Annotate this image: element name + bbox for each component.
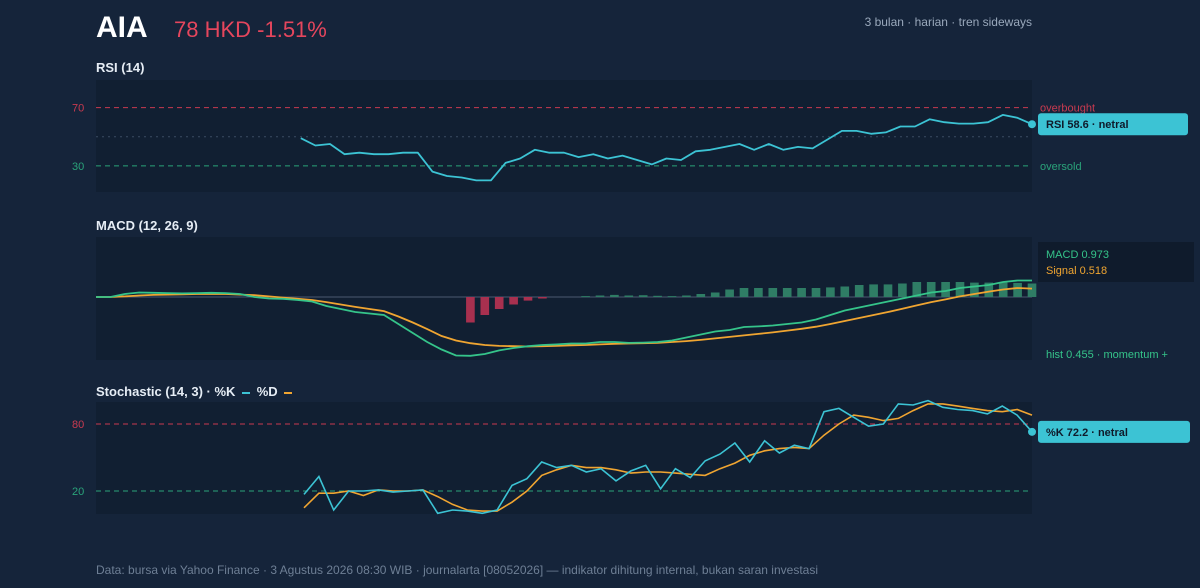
macd-hist-bar xyxy=(782,288,792,297)
macd-hist-bar xyxy=(984,282,994,297)
stoch-title-d: %D xyxy=(256,384,278,399)
macd-legend-signal: Signal 0.518 xyxy=(1046,265,1107,277)
stoch-title: Stochastic (14, 3) · %K %D xyxy=(96,384,295,399)
stoch-end-label: %K 72.2 · netral xyxy=(1046,427,1128,439)
macd-hist-bar xyxy=(926,282,936,297)
stoch-panel xyxy=(96,402,1032,514)
stoch-title-text: Stochastic (14, 3) · %K xyxy=(96,384,236,399)
stoch-k-line xyxy=(303,399,1033,515)
macd-hist-bar xyxy=(682,295,691,297)
rsi-panel xyxy=(96,80,1032,192)
macd-hist-bar xyxy=(710,292,720,297)
macd-hist-bar xyxy=(754,288,763,297)
rsi-end-label: RSI 58.6 · netral xyxy=(1046,119,1129,131)
macd-hist-bar xyxy=(509,297,518,305)
rsi-overbought-label: overbought xyxy=(1040,103,1095,115)
stoch-end-badge xyxy=(1038,420,1190,443)
macd-hist-bar xyxy=(1013,282,1022,297)
price-change: 78 HKD -1.51% xyxy=(174,17,327,42)
macd-hist-bar xyxy=(898,283,907,297)
macd-hist-bar xyxy=(638,295,648,297)
macd-hist-bar xyxy=(854,285,864,297)
stoch-k-swatch xyxy=(242,391,251,394)
chart-meta: 3 bulan · harian · tren sideways xyxy=(864,15,1032,29)
macd-legend-box xyxy=(1038,242,1194,282)
macd-hist-bar xyxy=(869,284,878,297)
rsi-end-badge xyxy=(1038,113,1188,136)
stoch-tick-80: 80 xyxy=(72,419,84,431)
macd-hist-bar xyxy=(653,295,662,297)
macd-legend-macd: MACD 0.973 xyxy=(1046,249,1109,261)
footer-source: Data: bursa via Yahoo Finance · 3 Agustu… xyxy=(96,563,818,577)
macd-hist-bar xyxy=(595,295,605,297)
macd-hist-bar xyxy=(826,287,835,297)
ticker-symbol: AIA xyxy=(96,11,148,44)
rsi-end-point xyxy=(1028,120,1036,129)
macd-line xyxy=(96,279,1032,357)
macd-hist-bar xyxy=(955,282,965,297)
stoch-end-point xyxy=(1028,427,1036,436)
macd-hist-bar xyxy=(624,295,634,297)
rsi-tick-70: 70 xyxy=(72,103,84,115)
macd-hist-bar xyxy=(538,297,547,299)
macd-title: MACD (12, 26, 9) xyxy=(96,218,198,233)
stoch-tick-20: 20 xyxy=(72,486,84,498)
macd-hist-bar xyxy=(840,286,850,297)
signal-line xyxy=(96,287,1033,348)
macd-hist-bar xyxy=(610,294,619,297)
macd-hist-bar xyxy=(696,294,706,297)
macd-hist-bar xyxy=(797,288,806,297)
stoch-d-swatch xyxy=(284,391,293,394)
macd-hist-bar xyxy=(480,297,490,315)
macd-hist-bar xyxy=(667,296,677,298)
macd-hist-bar xyxy=(466,297,475,323)
macd-hist-bar xyxy=(725,289,734,297)
macd-hist-bar xyxy=(941,282,950,297)
macd-panel xyxy=(96,237,1032,360)
macd-hist-bar xyxy=(912,282,922,297)
macd-hist-bar xyxy=(1027,283,1037,297)
rsi-title: RSI (14) xyxy=(96,60,145,75)
rsi-line xyxy=(300,114,1033,182)
stoch-d-line xyxy=(303,403,1033,512)
macd-hist-bar xyxy=(883,284,893,297)
rsi-oversold-label: oversold xyxy=(1040,161,1082,173)
macd-legend-hist: hist 0.455 · momentum + xyxy=(1046,349,1168,361)
macd-hist-bar xyxy=(739,288,749,297)
rsi-tick-30: 30 xyxy=(72,161,84,173)
macd-hist-bar xyxy=(523,297,533,301)
macd-hist-bar xyxy=(494,297,504,309)
macd-hist-bar xyxy=(970,282,979,297)
macd-hist-bar xyxy=(768,288,778,297)
macd-hist-bar xyxy=(811,288,821,297)
macd-hist-bar xyxy=(581,296,590,298)
